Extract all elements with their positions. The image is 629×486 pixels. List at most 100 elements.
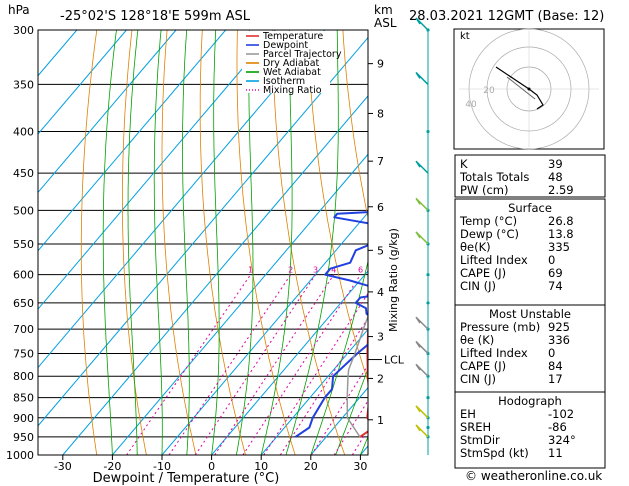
legend-item-label: Parcel Trajectory [263, 49, 342, 60]
hodograph-row-value: 324° [548, 433, 576, 447]
wet-adiabat-line [102, 30, 117, 455]
legend-item-label: Dry Adiabat [263, 58, 320, 69]
height-tick-label: 6 [377, 201, 384, 214]
indices-tables: K 39 Totals Totals 48 PW (cm) 2.59 SurfaceTemp… [454, 154, 606, 469]
wind-level-dot [426, 301, 430, 305]
hodograph-row-value: -102 [548, 407, 574, 421]
indices-row-label: K [460, 157, 468, 171]
wet-adiabat-line [335, 367, 368, 455]
legend-item-label: Wet Adiabat [263, 67, 321, 78]
isotherm-line [38, 30, 227, 252]
isotherm-line [38, 30, 276, 310]
temp-tick-label: -20 [103, 460, 121, 473]
mixing-ratio-label: 6 [358, 266, 363, 275]
isotherm-line [260, 328, 368, 455]
height-tick-label: 2 [377, 372, 384, 385]
height-unit-bottom: ASL [374, 16, 397, 30]
pressure-tick-label: 900 [13, 412, 34, 425]
most-unstable-row-label: Pressure (mb) [460, 320, 540, 334]
indices-row-label: Totals Totals [459, 170, 529, 184]
most-unstable-title: Most Unstable [489, 307, 571, 321]
most-unstable-row-label: CAPE (J) [460, 359, 506, 373]
most-unstable-box [454, 304, 606, 401]
indices-row-value: 2.59 [548, 183, 574, 197]
surface-row-label: CAPE (J) [460, 266, 506, 280]
height-unit-top: km [374, 3, 393, 17]
wet-adiabat-line [285, 30, 339, 455]
indices-row-label: PW (cm) [460, 183, 508, 197]
wind-barb [415, 160, 429, 174]
dry-adiabat-line [122, 30, 147, 455]
wet-adiabat-line [310, 259, 368, 455]
wet-adiabat-line [211, 30, 220, 455]
location-header: -25°02'S 128°18'E 599m ASL [60, 9, 251, 24]
isotherm-line [38, 30, 177, 194]
lcl-label: LCL [384, 354, 405, 367]
series-dewpoint-line [294, 211, 368, 438]
wind-barb [415, 197, 429, 211]
wet-adiabat-line [153, 30, 163, 455]
isotherm-line [38, 36, 368, 427]
wind-level-dot [426, 425, 430, 430]
pressure-tick-label: 950 [13, 431, 34, 444]
chart-axes: 3003504004505005506006507007508008509009… [6, 24, 405, 473]
dry-adiabat-line [161, 30, 197, 455]
hodograph-row-value: -86 [548, 420, 567, 434]
most-unstable-row-label: Lifted Index [460, 346, 528, 360]
pressure-unit-label: hPa [8, 3, 30, 17]
mixing-ratio-line [263, 292, 368, 455]
surface-row-value: 335 [548, 240, 570, 254]
wind-barb [415, 316, 429, 330]
most-unstable-row-value: 17 [548, 372, 563, 386]
series-parcel-trajectory-line [346, 314, 368, 438]
height-tick-label: 7 [377, 155, 384, 168]
pressure-tick-label: 550 [13, 238, 34, 251]
surface-row-label: Lifted Index [460, 253, 528, 267]
hodograph-ring-label: 40 [465, 100, 477, 110]
dry-adiabat-line [80, 30, 98, 455]
temp-tick-label: 20 [304, 460, 318, 473]
wind-barb [415, 363, 429, 377]
pressure-tick-label: 500 [13, 204, 34, 217]
credit-text: © weatheronline.co.uk [465, 469, 602, 483]
legend-item-label: Dewpoint [263, 40, 308, 51]
height-tick-label: 3 [377, 331, 384, 344]
plot-frame [37, 29, 369, 456]
surface-row-value: 13.8 [548, 227, 574, 241]
isotherm-line [161, 211, 368, 455]
mixing-ratio-label: 3 [313, 266, 318, 275]
wet-adiabat-line [127, 30, 139, 455]
wind-barb [415, 17, 429, 31]
hodograph-storm-motion [506, 76, 536, 100]
surface-row-label: θe(K) [460, 240, 491, 254]
isotherm-line [38, 30, 127, 135]
most-unstable-row-value: 925 [548, 320, 570, 334]
most-unstable-row-label: θe (K) [460, 333, 494, 347]
mixing-ratio-line [168, 274, 292, 455]
surface-row-label: Dewp (°C) [460, 227, 519, 241]
surface-row-label: Temp (°C) [459, 214, 517, 228]
mixing-ratio-line [194, 274, 316, 455]
wind-barb [415, 340, 429, 354]
mixing-ratio-label: 1 [248, 266, 253, 275]
mixing-ratio-line [279, 317, 368, 455]
height-tick-label: 1 [377, 414, 384, 427]
wind-profile [415, 17, 430, 455]
temp-tick-label: 0 [208, 460, 215, 473]
pressure-tick-label: 400 [13, 126, 34, 139]
wet-adiabat-line [236, 30, 254, 455]
temp-tick-label: 30 [353, 460, 367, 473]
surface-row-value: 26.8 [548, 214, 574, 228]
legend-background [242, 31, 330, 93]
most-unstable-row-value: 84 [548, 359, 563, 373]
dry-adiabat-line [236, 30, 296, 455]
datetime-header: 28.03.2021 12GMT (Base: 12) [409, 9, 604, 24]
hodograph-trace [495, 66, 544, 110]
hodograph-row-label: SREH [460, 420, 491, 434]
legend-item-label: Isotherm [263, 76, 305, 87]
most-unstable-row-label: CIN (J) [460, 372, 496, 386]
pressure-tick-label: 350 [13, 78, 34, 91]
mixing-ratio-label: 20 [441, 266, 451, 275]
